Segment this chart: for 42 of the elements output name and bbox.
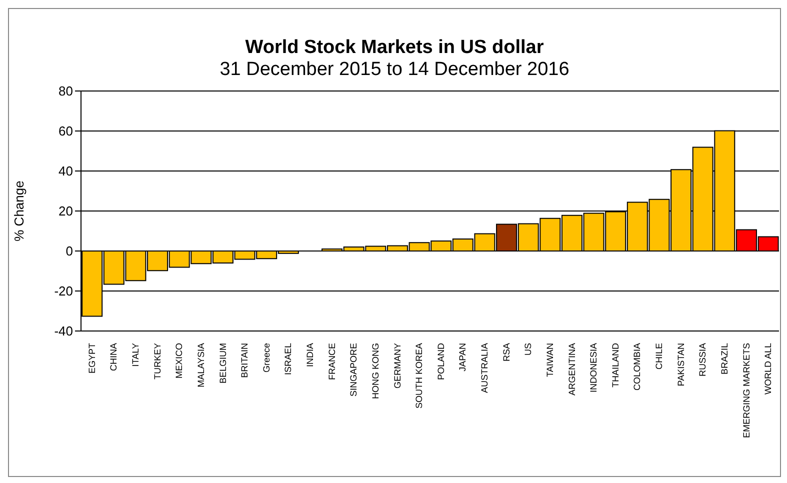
x-tick-label: BELGIUM	[218, 343, 228, 384]
x-tick-label: POLAND	[436, 342, 446, 380]
x-tick-label: CHINA	[108, 343, 119, 372]
x-tick-label: TURKEY	[152, 343, 162, 380]
y-axis-title: % Change	[12, 180, 27, 242]
y-tick-label: 0	[66, 244, 73, 259]
x-tick-label: ITALY	[130, 343, 141, 367]
x-tick-label: ARGENTINA	[566, 343, 577, 396]
x-tick-label: JAPAN	[458, 343, 468, 372]
chart-title: World Stock Markets in US dollar	[244, 37, 545, 59]
x-tick-label: MALAYSIA	[196, 343, 206, 388]
x-tick-label: EMERGING MARKETS	[741, 343, 752, 438]
x-tick-label: BRITAIN	[240, 343, 250, 378]
x-tick-label: SINGAPORE	[348, 343, 359, 397]
x-tick-label: US	[523, 343, 534, 356]
x-tick-label: THAILAND	[610, 342, 620, 388]
x-tick-label: BRAZIL	[719, 343, 730, 375]
x-tick-label: FRANCE	[326, 343, 337, 380]
x-tick-label: EGYPT	[86, 342, 97, 374]
x-tick-label: COLOMBIA	[632, 343, 642, 391]
y-tick-label: 80	[58, 84, 73, 99]
x-tick-label: RUSSIA	[698, 343, 708, 377]
y-tick-label: -20	[54, 284, 73, 299]
x-tick-label: Greece	[261, 343, 272, 373]
x-tick-label: PAKISTAN	[676, 343, 686, 386]
x-tick-label: SOUTH KOREA	[414, 343, 424, 409]
y-tick-label: 20	[58, 204, 73, 219]
x-tick-label: HONG KONG	[370, 343, 380, 400]
x-tick-label: INDONESIA	[588, 343, 599, 393]
x-tick-label: WORLD ALL	[763, 343, 774, 395]
y-tick-label: -40	[54, 324, 73, 339]
x-tick-label: INDIA	[305, 343, 316, 368]
y-tick-label: 60	[58, 124, 73, 139]
x-tick-label: ISRAEL	[283, 343, 294, 376]
x-tick-label: AUSTRALIA	[480, 343, 490, 394]
chart-subtitle: 31 December 2015 to 14 December 2016	[218, 59, 570, 81]
x-tick-label: TAIWAN	[544, 343, 555, 377]
x-tick-label: GERMANY	[392, 343, 402, 389]
x-tick-label: CHILE	[654, 343, 664, 370]
x-tick-label: MEXICO	[174, 343, 184, 379]
y-tick-label: 40	[58, 164, 73, 179]
x-tick-label: RSA	[501, 343, 512, 362]
